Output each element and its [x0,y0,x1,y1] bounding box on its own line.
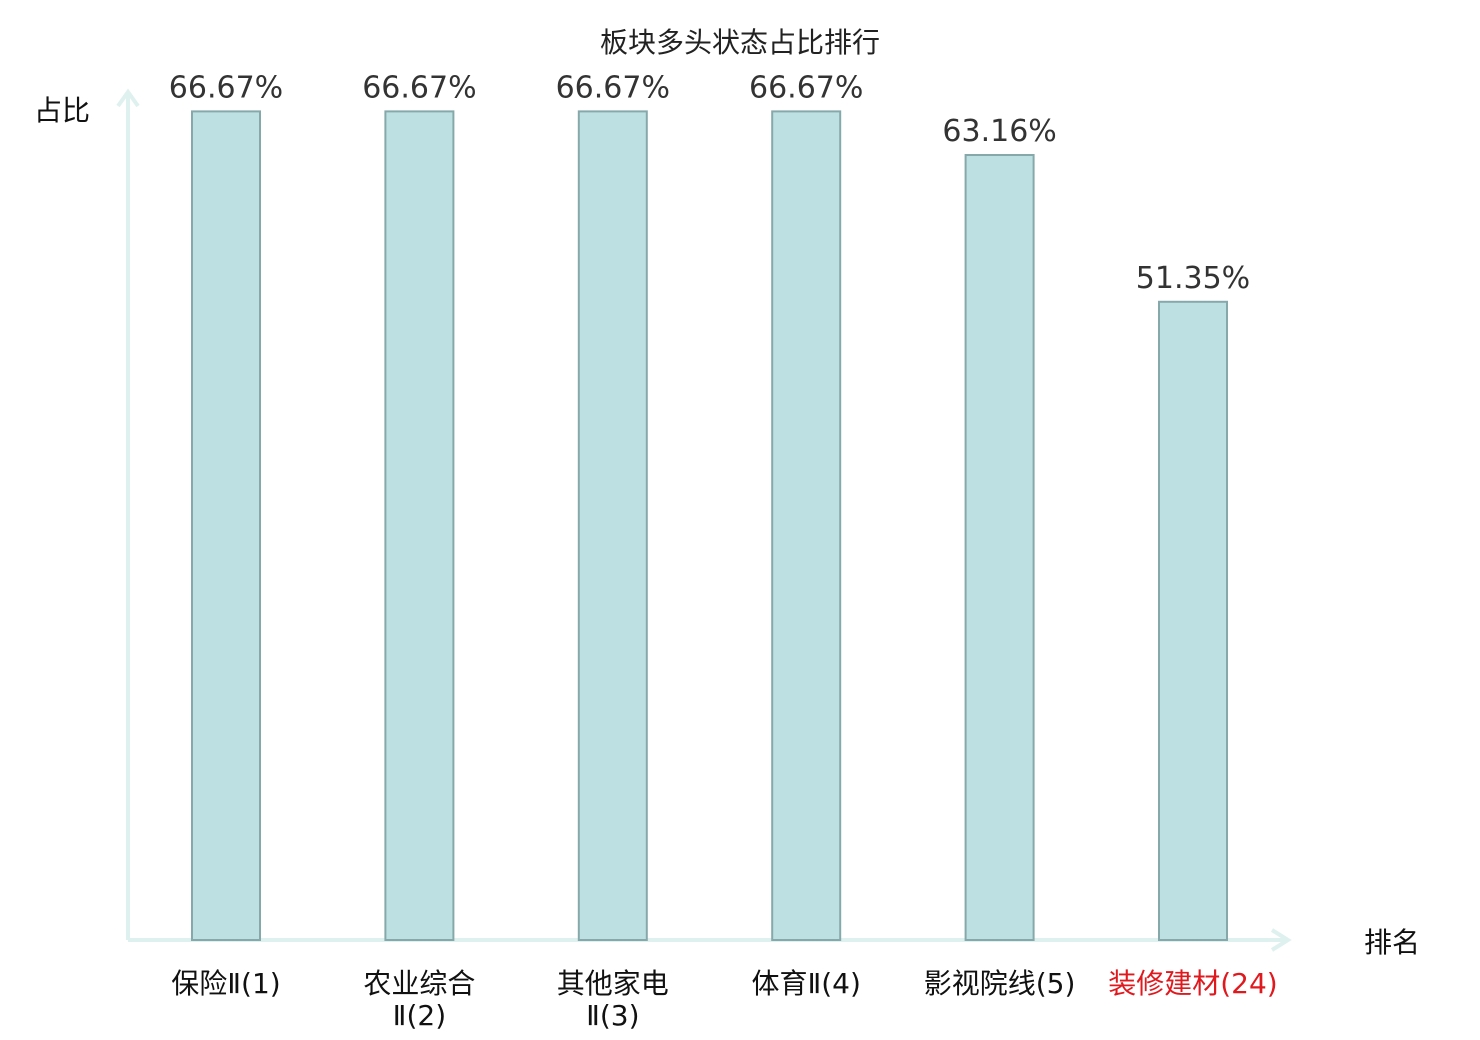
category-label-1: 保险Ⅱ(1) [171,967,280,1000]
bar-6 [1158,300,1228,941]
chart-title: 板块多头状态占比排行 [600,26,880,59]
value-label-5: 63.16% [942,114,1056,149]
category-labels: 保险Ⅱ(1) 农业综合 Ⅱ(2) 其他家电 Ⅱ(3) 体育Ⅱ(4) 影视院线(5) 装修建材(… [171,967,1277,1032]
bar-3 [577,110,648,941]
bar-1 [191,110,261,941]
y-axis [116,88,140,940]
category-label-2: 农业综合 Ⅱ(2) [363,967,475,1032]
y-axis-label: 占比 [34,94,90,127]
category-label-3: 其他家电 Ⅱ(3) [557,967,669,1032]
value-label-2: 66.67% [362,70,476,105]
bar-series [191,110,1228,942]
value-label-6: 51.35% [1136,261,1250,296]
value-label-1: 66.67% [169,70,283,105]
bar-5 [964,154,1035,942]
value-label-3: 66.67% [556,70,670,105]
bar-4 [771,110,842,941]
x-axis [128,928,1292,952]
category-label-5: 影视院线(5) [924,967,1076,1000]
data-labels: 66.67% 66.67% 66.67% 66.67% 63.16% 51.35% [169,70,1250,295]
value-label-4: 66.67% [749,70,863,105]
bar-2 [384,110,455,941]
x-axis-label: 排名 [1364,926,1420,959]
category-label-4: 体育Ⅱ(4) [751,967,860,1000]
category-label-6: 装修建材(24) [1108,967,1277,1000]
